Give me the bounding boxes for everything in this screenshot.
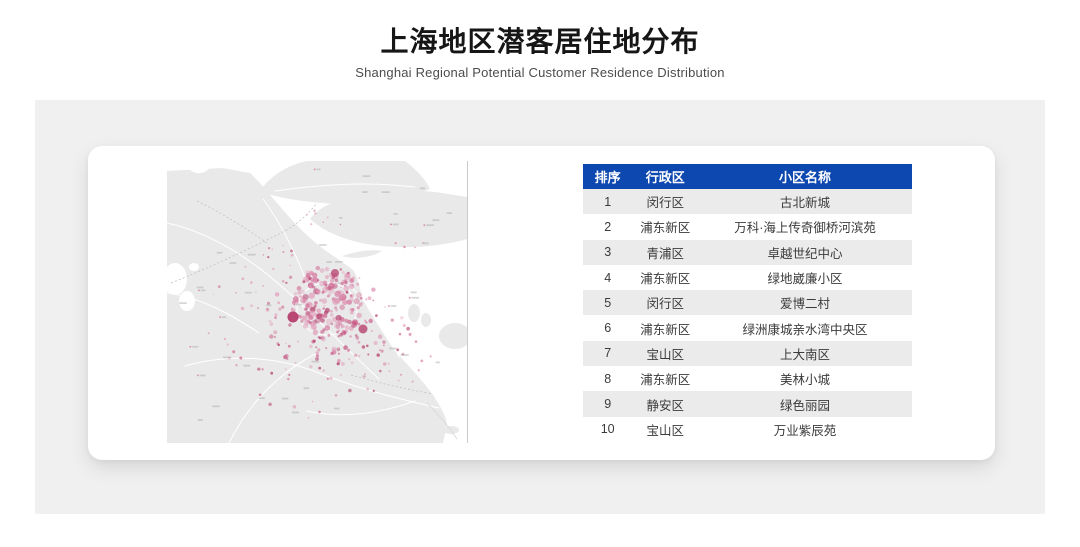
rank-cell: 4: [604, 270, 612, 285]
header-block: 上海地区潜客居住地分布 Shanghai Regional Potential …: [0, 26, 1080, 80]
table-row: 9 静安区 绿色丽园: [583, 391, 912, 417]
table-row: 8 浦东新区 美林小城: [583, 366, 912, 391]
district-cell: 浦东新区: [640, 221, 691, 236]
community-cell: 爱博二村: [780, 297, 831, 312]
community-cell: 万科·海上传奇御桥河滨苑: [734, 221, 876, 236]
district-cell: 闵行区: [646, 297, 684, 312]
rank-cell: 5: [604, 295, 612, 310]
community-cell: 万业紫辰苑: [773, 423, 837, 438]
district-cell: 青浦区: [646, 246, 684, 261]
table-body: 1 闵行区 古北新城 2 浦东新区 万科·海上传奇御桥河滨苑 3 青浦区 卓越世纪中心 4 浦东新区…: [583, 189, 912, 442]
header-rank: 排序: [594, 170, 621, 185]
table-row: 5 闵行区 爱博二村: [583, 290, 912, 316]
community-cell: 古北新城: [780, 196, 831, 211]
district-cell: 浦东新区: [640, 373, 691, 388]
table-header-row: 排序 行政区 小区名称: [583, 164, 912, 189]
header-community: 小区名称: [779, 170, 832, 185]
page-title: 上海地区潜客居住地分布: [380, 26, 700, 57]
rank-cell: 10: [600, 422, 615, 437]
map-roads: [167, 183, 440, 443]
table-row: 10 宝山区 万业紫辰苑: [583, 417, 912, 442]
content-panel: 排序 行政区 小区名称 1 闵行区 古北新城 2 浦东新区 万科·海上传奇御桥河滨苑 3 青浦…: [35, 100, 1045, 514]
district-cell: 宝山区: [646, 423, 684, 438]
community-cell: 上大南区: [780, 347, 831, 362]
rank-cell: 6: [604, 321, 612, 336]
rank-cell: 1: [604, 194, 612, 209]
community-cell: 绿洲康城亲水湾中央区: [742, 322, 868, 337]
customer-density-dots: [207, 209, 432, 419]
shanghai-map: [167, 161, 468, 443]
table-row: 6 浦东新区 绿洲康城亲水湾中央区: [583, 315, 912, 340]
rank-cell: 3: [604, 245, 612, 260]
district-cell: 宝山区: [646, 347, 684, 362]
header-district: 行政区: [645, 170, 685, 185]
community-cell: 美林小城: [780, 373, 831, 388]
community-cell: 卓越世纪中心: [767, 246, 843, 261]
rank-cell: 9: [604, 397, 612, 412]
community-cell: 绿地崴廉小区: [767, 272, 843, 287]
ranking-table: 排序 行政区 小区名称 1 闵行区 古北新城 2 浦东新区 万科·海上传奇御桥河滨苑 3 青浦…: [583, 164, 912, 442]
district-cell: 浦东新区: [640, 322, 691, 337]
district-cell: 闵行区: [646, 196, 684, 211]
district-cell: 浦东新区: [640, 272, 691, 287]
page-subtitle: Shanghai Regional Potential Customer Res…: [355, 65, 725, 80]
rank-cell: 2: [604, 219, 612, 234]
table-row: 3 青浦区 卓越世纪中心: [583, 239, 912, 265]
content-card: 排序 行政区 小区名称 1 闵行区 古北新城 2 浦东新区 万科·海上传奇御桥河滨苑 3 青浦…: [88, 146, 995, 460]
district-cell: 静安区: [646, 398, 684, 413]
table-row: 7 宝山区 上大南区: [583, 340, 912, 367]
community-cell: 绿色丽园: [780, 398, 831, 413]
rank-cell: 8: [604, 371, 612, 386]
rank-cell: 7: [604, 346, 612, 361]
table-row: 1 闵行区 古北新城: [583, 189, 912, 215]
table-row: 4 浦东新区 绿地崴廉小区: [583, 265, 912, 290]
map-canvas: [167, 161, 467, 443]
table-row: 2 浦东新区 万科·海上传奇御桥河滨苑: [583, 214, 912, 239]
